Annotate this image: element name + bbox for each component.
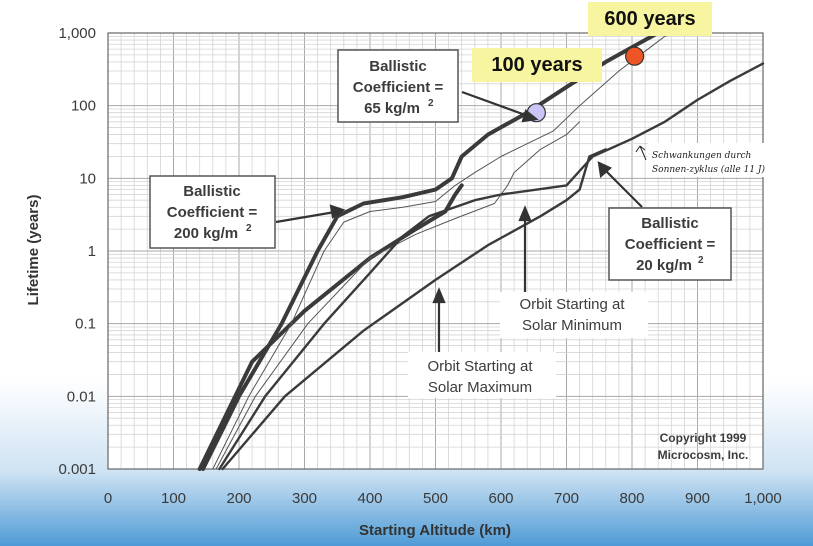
label-solar-min: Orbit Starting at Solar Minimum — [500, 292, 648, 338]
solar-max-line1: Orbit Starting at — [427, 358, 533, 375]
bc20-line2: Coefficient = — [625, 236, 716, 253]
y-tick-label: 1,000 — [58, 25, 96, 42]
series-line-bc65_solar_min — [212, 32, 679, 470]
y-tick-label: 0.1 — [75, 316, 96, 333]
label-bc20: Ballistic Coefficient = 20 kg/m 2 — [608, 207, 732, 281]
handwritten-line1: Schwankungen durch — [652, 151, 751, 161]
label-bc65: Ballistic Coefficient = 65 kg/m 2 — [337, 49, 459, 123]
y-tick-label: 1 — [88, 243, 96, 260]
bc200-sup: 2 — [246, 223, 252, 234]
bc200-line1: Ballistic — [183, 183, 241, 200]
label-bc200: Ballistic Coefficient = 200 kg/m 2 — [149, 175, 276, 249]
highlight-600-years: 600 years — [588, 2, 712, 36]
solar-max-line2: Solar Maximum — [428, 379, 532, 396]
annotation-arrows — [275, 90, 643, 352]
y-axis-title: Lifetime (years) — [25, 195, 42, 306]
marker-point-2 — [625, 46, 645, 66]
highlight-100-years: 100 years — [472, 48, 602, 82]
x-tick-label: 400 — [357, 490, 382, 507]
solar-min-line2: Solar Minimum — [522, 317, 622, 334]
label-solar-max: Orbit Starting at Solar Maximum — [408, 352, 556, 398]
x-tick-labels: 0 100 200 300 400 500 600 700 800 900 1,000 — [104, 490, 782, 507]
y-tick-labels: 0.001 0.01 0.1 1 10 100 1,000 — [58, 25, 96, 478]
x-tick-label: 700 — [554, 490, 579, 507]
x-tick-label: 500 — [423, 490, 448, 507]
bc20-line1: Ballistic — [641, 215, 699, 232]
series-line-bc20_solar_min — [218, 62, 765, 471]
x-tick-label: 0 — [104, 490, 112, 507]
x-tick-label: 900 — [685, 490, 710, 507]
bc200-line2: Coefficient = — [167, 204, 258, 221]
bc20-sup: 2 — [698, 255, 704, 266]
bc65-line2: Coefficient = — [353, 79, 444, 96]
x-tick-label: 1,000 — [744, 490, 782, 507]
solar-min-line1: Orbit Starting at — [519, 296, 625, 313]
series-line-bc65_solar_max — [215, 121, 581, 470]
copyright-line1: Copyright 1999 — [660, 431, 747, 445]
x-axis-title: Starting Altitude (km) — [359, 522, 511, 539]
series-line-bc200_solar_max — [197, 183, 464, 471]
y-tick-label: 100 — [71, 98, 96, 115]
series-line-bc20_solar_max — [221, 148, 607, 471]
bc65-sup: 2 — [428, 98, 434, 109]
copyright-note: Copyright 1999 Microcosm, Inc. — [658, 431, 749, 462]
x-tick-label: 600 — [488, 490, 513, 507]
y-tick-label: 10 — [79, 170, 96, 187]
bc20-line3: 20 kg/m — [636, 257, 692, 274]
markers — [526, 46, 645, 123]
handwritten-line2: Sonnen-zyklus (alle 11 J) — [652, 164, 766, 175]
y-tick-label: 0.001 — [58, 461, 96, 478]
x-tick-label: 300 — [292, 490, 317, 507]
bc65-line1: Ballistic — [369, 58, 427, 75]
series-lines — [197, 31, 765, 471]
bc65-line3: 65 kg/m — [364, 100, 420, 117]
x-tick-label: 800 — [619, 490, 644, 507]
handwritten-note: Schwankungen durch Sonnen-zyklus (alle 1… — [635, 143, 768, 177]
plot-frame — [107, 32, 764, 470]
y-tick-label: 0.01 — [67, 388, 96, 405]
bc200-line3: 200 kg/m — [174, 225, 238, 242]
x-tick-label: 200 — [226, 490, 251, 507]
x-tick-label: 100 — [161, 490, 186, 507]
copyright-line2: Microcosm, Inc. — [658, 448, 749, 462]
